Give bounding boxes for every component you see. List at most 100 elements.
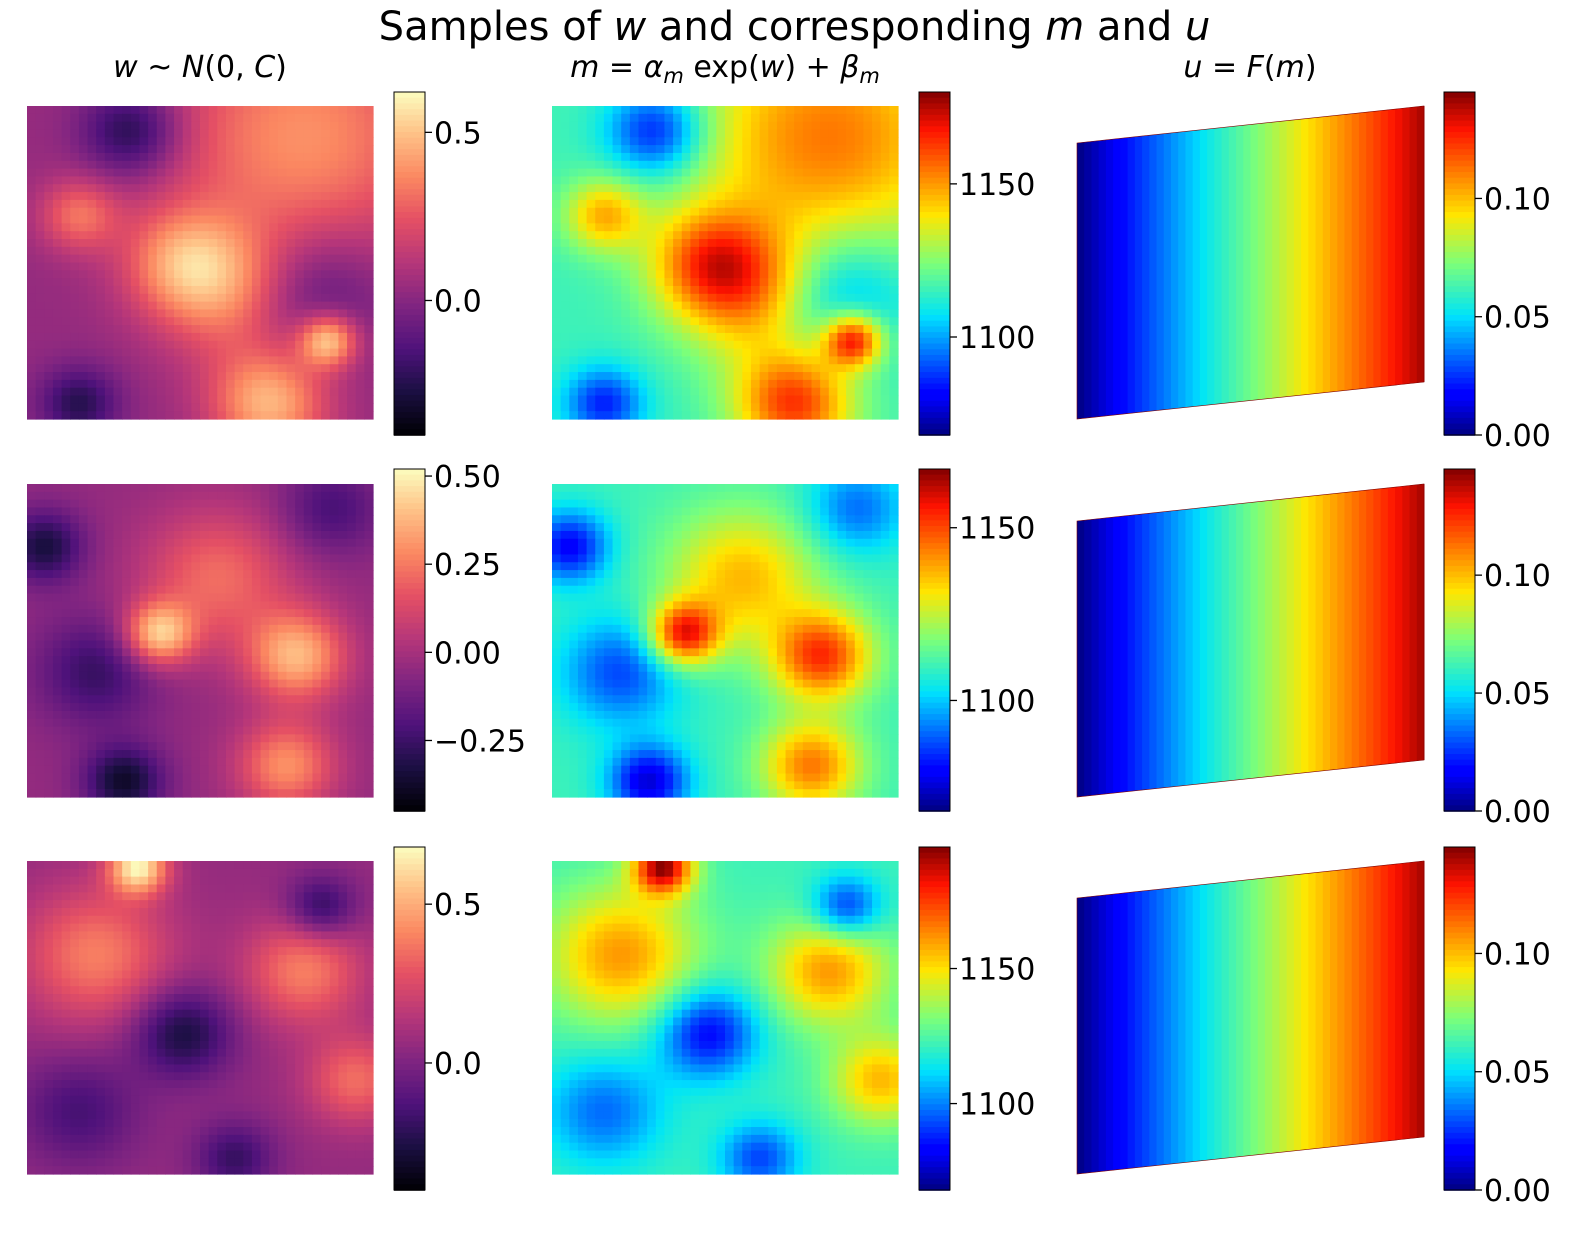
heatmap-cell	[35, 325, 45, 334]
heatmap-cell	[61, 317, 71, 326]
heatmap-cell	[673, 145, 683, 154]
heatmap-cell	[208, 562, 218, 571]
heatmap-cell	[27, 317, 37, 326]
heatmap-cell	[802, 113, 813, 123]
heatmap-cell	[560, 301, 570, 311]
heatmap-cell	[96, 192, 106, 201]
heatmap-cell	[208, 648, 218, 657]
heatmap-cell	[277, 387, 288, 397]
heatmap-cell	[217, 239, 227, 248]
heatmap-cell	[225, 403, 236, 412]
heatmap-cell	[329, 317, 339, 326]
heatmap-cell	[217, 379, 227, 389]
heatmap-cell	[139, 624, 149, 634]
heatmap-cell	[794, 199, 804, 209]
heatmap-cell	[277, 215, 288, 224]
heatmap-cell	[707, 184, 717, 193]
heatmap-cell	[655, 129, 666, 138]
heatmap-cell	[880, 285, 890, 295]
heatmap-cell	[364, 765, 374, 775]
heatmap-cell	[681, 121, 691, 131]
heatmap-cell	[113, 403, 123, 412]
heatmap-cell	[742, 278, 752, 287]
heatmap-cell	[577, 309, 588, 318]
heatmap-cell	[759, 176, 769, 185]
heatmap-cell	[191, 546, 201, 556]
heatmap-cell	[560, 340, 570, 350]
heatmap-cell	[225, 671, 236, 681]
heatmap-cell	[321, 160, 331, 170]
heatmap-cell	[208, 671, 218, 681]
heatmap-cell	[802, 317, 813, 326]
heatmap-cell	[217, 577, 227, 587]
heatmap-cell	[569, 168, 579, 178]
heatmap-cell	[889, 387, 899, 397]
heatmap-cell	[122, 129, 132, 138]
heatmap-cell	[742, 285, 752, 295]
heatmap-cell	[560, 348, 570, 357]
heatmap-cell	[321, 491, 331, 501]
heatmap-cell	[329, 656, 339, 665]
heatmap-cell	[52, 538, 63, 548]
heatmap-cell	[716, 223, 726, 232]
heatmap-cell	[156, 372, 166, 381]
heatmap-cell	[44, 484, 54, 493]
heatmap-cell	[854, 176, 864, 185]
heatmap-cell	[785, 356, 795, 365]
heatmap-cell	[70, 687, 80, 696]
heatmap-cell	[122, 577, 132, 587]
heatmap-cell	[269, 168, 279, 178]
displacement-strip	[1330, 115, 1338, 393]
colorbar-tick-label: 0.10	[1484, 182, 1551, 217]
heatmap-cell	[61, 546, 71, 556]
colorbar-step	[1444, 343, 1475, 351]
heatmap-cell	[338, 538, 348, 548]
heatmap-cell	[225, 356, 236, 365]
heatmap-cell	[690, 106, 700, 115]
colorbar-step	[919, 252, 950, 259]
heatmap-cell	[673, 270, 683, 279]
heatmap-cell	[355, 507, 365, 516]
heatmap-cell	[750, 301, 761, 311]
heatmap-cell	[742, 301, 752, 311]
heatmap-cell	[768, 160, 778, 170]
heatmap-cell	[364, 293, 374, 303]
heatmap-cell	[130, 577, 141, 587]
heatmap-cell	[364, 379, 374, 389]
heatmap-cell	[725, 325, 735, 334]
heatmap-cell	[260, 601, 270, 610]
heatmap-cell	[208, 121, 218, 131]
heatmap-cell	[139, 671, 149, 681]
heatmap-cell	[27, 562, 37, 571]
heatmap-cell	[699, 285, 709, 295]
heatmap-cell	[96, 231, 106, 240]
colorbar-step	[1444, 189, 1475, 196]
heatmap-cell	[725, 231, 735, 240]
heatmap-cell	[113, 301, 123, 311]
heatmap-cell	[329, 523, 339, 532]
heatmap-cell	[217, 484, 227, 493]
heatmap-cell	[776, 254, 787, 264]
heatmap-cell	[182, 223, 192, 232]
heatmap-cell	[552, 207, 562, 217]
heatmap-cell	[122, 192, 132, 201]
heatmap-cell	[27, 484, 37, 493]
heatmap-cell	[673, 411, 683, 420]
heatmap-cell	[234, 113, 244, 123]
heatmap-cell	[577, 411, 588, 420]
heatmap-cell	[629, 364, 640, 373]
heatmap-cell	[355, 168, 365, 178]
heatmap-cell	[828, 301, 839, 311]
heatmap-cell	[217, 562, 227, 571]
heatmap-cell	[647, 332, 657, 342]
heatmap-cell	[552, 285, 562, 295]
heatmap-cell	[35, 742, 45, 751]
heatmap-cell	[182, 742, 192, 751]
heatmap-cell	[148, 750, 158, 759]
heatmap-cell	[104, 757, 115, 767]
heatmap-cell	[27, 239, 37, 248]
heatmap-cell	[165, 332, 175, 342]
heatmap-cell	[569, 106, 579, 115]
heatmap-cell	[174, 113, 184, 123]
heatmap-cell	[347, 411, 357, 420]
